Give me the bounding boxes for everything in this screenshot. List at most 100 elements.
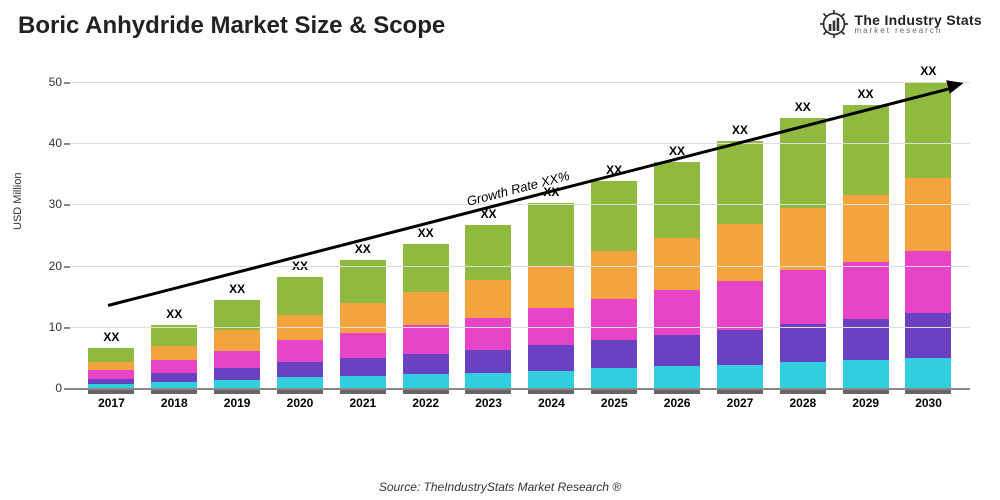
x-tick-label: 2019: [224, 396, 251, 410]
bar-segment: [528, 266, 574, 309]
bar-segment: [905, 358, 951, 388]
bar-segment: [591, 251, 637, 299]
y-tick-mark: [64, 82, 70, 84]
bar-segment: [214, 330, 260, 350]
bar-segment: [277, 277, 323, 315]
bar-value-label: XX: [920, 64, 936, 78]
bar-segment: [717, 224, 763, 281]
x-axis: [70, 388, 970, 390]
bar-group: XX: [588, 181, 640, 400]
bar-segment: [905, 313, 951, 358]
bar-segment: [843, 319, 889, 360]
gridline: [70, 82, 970, 83]
bar-segment: [780, 324, 826, 362]
bar-group: XX: [211, 300, 263, 400]
bar-segment: [654, 162, 700, 238]
x-tick-label: 2021: [349, 396, 376, 410]
x-tick-label: 2017: [98, 396, 125, 410]
bar-segment: [591, 299, 637, 340]
x-tick-label: 2024: [538, 396, 565, 410]
x-tick-label: 2026: [664, 396, 691, 410]
bar-stack: XX: [591, 181, 637, 388]
bar-group: XX: [337, 260, 389, 400]
bar-group: XX: [902, 82, 954, 400]
bar-segment: [528, 345, 574, 371]
x-tick-label: 2018: [161, 396, 188, 410]
bar-segment: [843, 105, 889, 194]
bar-segment: [591, 340, 637, 369]
bar-group: XX: [462, 225, 514, 400]
logo-main-text: The Industry Stats: [854, 13, 982, 27]
bar-segment: [780, 118, 826, 208]
bar-group: XX: [651, 162, 703, 400]
bars-container: XXXXXXXXXXXXXXXXXXXXXXXXXXXX: [70, 70, 970, 400]
brand-logo: The Industry Stats market research: [820, 10, 982, 38]
x-tick-label: 2023: [475, 396, 502, 410]
gear-icon: [820, 10, 848, 38]
plot-region: XXXXXXXXXXXXXXXXXXXXXXXXXXXX 01020304050…: [70, 70, 970, 400]
bar-segment: [403, 244, 449, 293]
gridline: [70, 266, 970, 267]
bar-segment: [717, 365, 763, 388]
bar-segment: [403, 292, 449, 325]
logo-sub-text: market research: [854, 27, 982, 35]
y-tick-label: 20: [22, 259, 62, 273]
bar-segment: [717, 330, 763, 365]
bar-segment: [277, 377, 323, 387]
y-tick-mark: [64, 143, 70, 145]
bar-segment: [151, 360, 197, 372]
bar-segment: [214, 351, 260, 368]
chart-title: Boric Anhydride Market Size & Scope: [18, 12, 445, 40]
x-tick-label: 2020: [287, 396, 314, 410]
bar-segment: [528, 371, 574, 388]
bar-stack: XX: [465, 225, 511, 388]
source-attribution: Source: TheIndustryStats Market Research…: [0, 480, 1000, 494]
bar-segment: [654, 335, 700, 367]
bar-segment: [88, 348, 134, 361]
bar-segment: [277, 340, 323, 361]
bar-segment: [403, 325, 449, 354]
bar-segment: [465, 280, 511, 318]
bar-stack: XX: [277, 277, 323, 388]
bar-segment: [654, 238, 700, 290]
bar-segment: [465, 373, 511, 388]
bar-segment: [905, 251, 951, 313]
bar-segment: [717, 281, 763, 330]
bar-stack: XX: [780, 118, 826, 387]
bar-stack: XX: [905, 82, 951, 388]
x-tick-label: 2030: [915, 396, 942, 410]
bar-segment: [340, 376, 386, 388]
y-tick-label: 50: [22, 75, 62, 89]
bar-segment: [277, 362, 323, 378]
bar-group: XX: [714, 141, 766, 400]
bar-value-label: XX: [795, 100, 811, 114]
y-tick-mark: [64, 266, 70, 268]
bar-group: XX: [777, 118, 829, 400]
bar-segment: [465, 225, 511, 280]
y-tick-label: 30: [22, 197, 62, 211]
bar-stack: XX: [88, 348, 134, 388]
gridline: [70, 327, 970, 328]
bar-segment: [528, 203, 574, 265]
bar-segment: [717, 141, 763, 224]
bar-value-label: XX: [732, 123, 748, 137]
bar-value-label: XX: [103, 330, 119, 344]
bar-value-label: XX: [418, 226, 434, 240]
bar-stack: XX: [717, 141, 763, 388]
y-tick-mark: [64, 327, 70, 329]
bar-segment: [591, 368, 637, 388]
bar-segment: [151, 325, 197, 346]
bar-value-label: XX: [166, 307, 182, 321]
y-tick-mark: [64, 388, 70, 390]
y-tick-label: 40: [22, 136, 62, 150]
bar-segment: [654, 366, 700, 387]
bar-segment: [465, 350, 511, 373]
y-tick-label: 0: [22, 381, 62, 395]
bar-segment: [88, 370, 134, 379]
y-tick-mark: [64, 204, 70, 206]
bar-value-label: XX: [355, 242, 371, 256]
bar-segment: [780, 270, 826, 324]
bar-segment: [780, 362, 826, 388]
bar-stack: XX: [528, 203, 574, 388]
bar-group: XX: [525, 203, 577, 400]
